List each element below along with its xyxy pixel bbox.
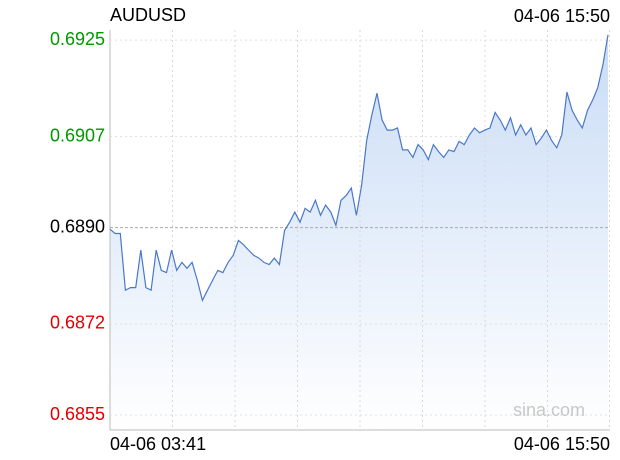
y-tick-label: 0.6907	[50, 125, 105, 145]
x-tick-label: 04-06 15:50	[514, 434, 610, 454]
timestamp: 04-06 15:50	[514, 6, 610, 26]
vertical-grid	[172, 30, 610, 430]
y-tick-label: 0.6855	[50, 404, 105, 424]
x-tick-label: 04-06 03:41	[110, 434, 206, 454]
price-line	[109, 34, 609, 303]
y-tick-label: 0.6872	[50, 313, 105, 333]
chart-title: AUDUSD	[110, 5, 186, 25]
area	[110, 34, 608, 431]
watermark: sina.com	[513, 400, 585, 420]
y-tick-label: 0.6890	[50, 216, 105, 236]
y-tick-label: 0.6925	[50, 29, 105, 49]
